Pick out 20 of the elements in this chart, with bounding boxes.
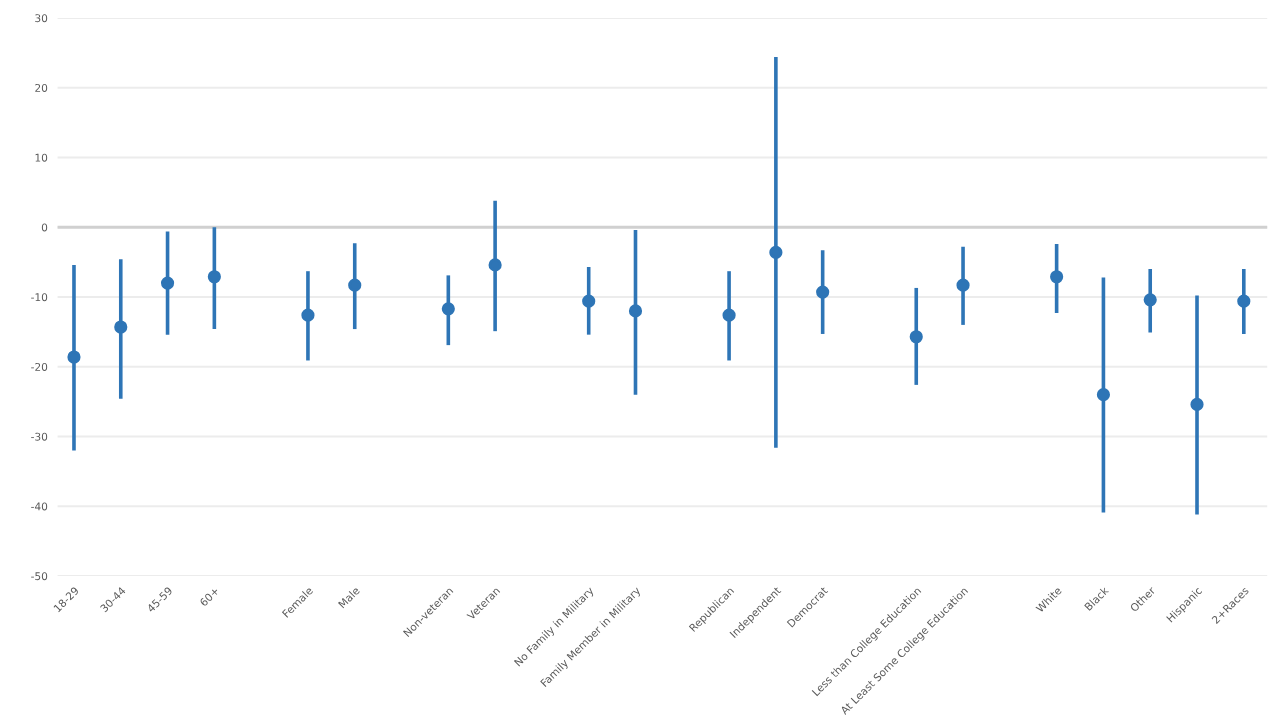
point: [1190, 397, 1204, 411]
point: [441, 302, 455, 316]
point: [348, 278, 362, 292]
point: [1050, 270, 1064, 284]
point: [628, 304, 643, 318]
point: [816, 285, 830, 299]
point: [207, 270, 221, 284]
point: [301, 308, 315, 322]
point: [769, 245, 783, 259]
point: [722, 308, 736, 322]
point: [160, 276, 175, 290]
point: [1237, 294, 1251, 308]
point: [1143, 293, 1157, 307]
point: [488, 258, 502, 272]
point: [1096, 388, 1111, 402]
point: [114, 320, 128, 334]
point: [582, 294, 596, 308]
point: [956, 278, 970, 292]
point: [67, 350, 81, 364]
point: [909, 330, 923, 344]
